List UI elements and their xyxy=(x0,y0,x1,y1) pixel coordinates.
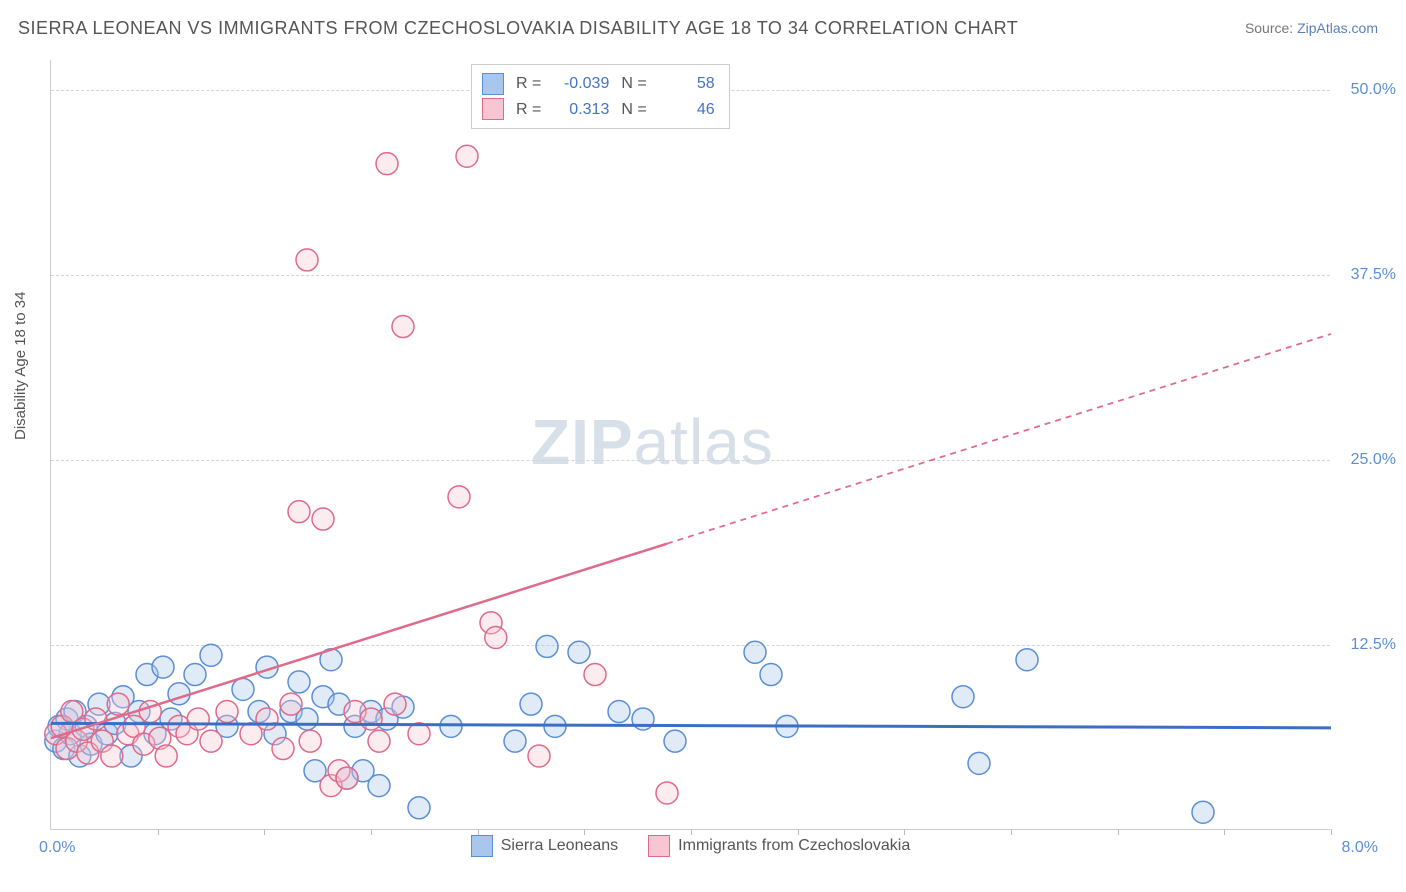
y-tick-label: 37.5% xyxy=(1351,266,1396,284)
swatch-series-1 xyxy=(482,73,504,95)
data-point xyxy=(1192,801,1214,823)
scatter-svg xyxy=(51,60,1330,829)
r-prefix-1: R = xyxy=(516,71,541,97)
legend-swatch-2 xyxy=(648,835,670,857)
data-point xyxy=(608,701,630,723)
data-point xyxy=(568,641,590,663)
data-point xyxy=(485,627,507,649)
data-point xyxy=(368,730,390,752)
data-point xyxy=(376,153,398,175)
x-max-label: 8.0% xyxy=(1342,839,1378,857)
data-point xyxy=(520,693,542,715)
data-point xyxy=(288,671,310,693)
chart-title: SIERRA LEONEAN VS IMMIGRANTS FROM CZECHO… xyxy=(18,18,1018,39)
source-label: Source: xyxy=(1245,20,1297,36)
data-point xyxy=(280,693,302,715)
bottom-legend: Sierra Leoneans Immigrants from Czechosl… xyxy=(51,835,1330,857)
data-point xyxy=(272,738,294,760)
data-point xyxy=(448,486,470,508)
plot-area: ZIPatlas 12.5%25.0%37.5%50.0% 0.0% 8.0% … xyxy=(50,60,1330,830)
trend-lines xyxy=(51,334,1331,738)
data-point xyxy=(536,635,558,657)
data-point xyxy=(312,508,334,530)
swatch-series-2 xyxy=(482,98,504,120)
data-point xyxy=(200,644,222,666)
data-point xyxy=(107,693,129,715)
data-point xyxy=(216,701,238,723)
data-point xyxy=(528,745,550,767)
data-point xyxy=(968,752,990,774)
data-point xyxy=(184,664,206,686)
data-point xyxy=(200,730,222,752)
legend-label-1: Sierra Leoneans xyxy=(501,837,618,855)
n-prefix-2: N = xyxy=(621,97,646,123)
data-point xyxy=(584,664,606,686)
data-point xyxy=(744,641,766,663)
y-tick-label: 50.0% xyxy=(1351,81,1396,99)
n-value-2: 46 xyxy=(659,97,715,123)
x-tick xyxy=(1331,829,1332,835)
data-point xyxy=(408,797,430,819)
data-point xyxy=(504,730,526,752)
data-point xyxy=(456,145,478,167)
legend-swatch-1 xyxy=(471,835,493,857)
data-point xyxy=(155,745,177,767)
y-axis-label: Disability Age 18 to 34 xyxy=(12,292,29,440)
chart-container: SIERRA LEONEAN VS IMMIGRANTS FROM CZECHO… xyxy=(0,0,1406,892)
y-tick-label: 12.5% xyxy=(1351,636,1396,654)
data-point xyxy=(101,745,123,767)
data-point xyxy=(232,678,254,700)
data-point xyxy=(384,693,406,715)
data-point xyxy=(368,775,390,797)
r-value-1: -0.039 xyxy=(553,71,609,97)
data-point xyxy=(952,686,974,708)
data-point xyxy=(152,656,174,678)
y-tick-label: 25.0% xyxy=(1351,451,1396,469)
source-attribution: Source: ZipAtlas.com xyxy=(1245,20,1378,36)
r-prefix-2: R = xyxy=(516,97,541,123)
trend-line-dashed xyxy=(667,334,1331,544)
data-point xyxy=(288,501,310,523)
series-group xyxy=(45,145,1214,823)
legend-item-2: Immigrants from Czechoslovakia xyxy=(648,835,910,857)
stats-row-2: R = 0.313 N = 46 xyxy=(482,97,715,123)
stats-row-1: R = -0.039 N = 58 xyxy=(482,71,715,97)
data-point xyxy=(664,730,686,752)
legend-label-2: Immigrants from Czechoslovakia xyxy=(678,837,910,855)
r-value-2: 0.313 xyxy=(553,97,609,123)
legend-item-1: Sierra Leoneans xyxy=(471,835,618,857)
source-link[interactable]: ZipAtlas.com xyxy=(1297,20,1378,36)
data-point xyxy=(440,715,462,737)
data-point xyxy=(656,782,678,804)
n-value-1: 58 xyxy=(659,71,715,97)
data-point xyxy=(760,664,782,686)
data-point xyxy=(336,767,358,789)
data-point xyxy=(256,708,278,730)
data-point xyxy=(187,708,209,730)
data-point xyxy=(360,708,382,730)
data-point xyxy=(1016,649,1038,671)
n-prefix-1: N = xyxy=(621,71,646,97)
stats-legend: R = -0.039 N = 58 R = 0.313 N = 46 xyxy=(471,64,730,129)
data-point xyxy=(392,316,414,338)
data-point xyxy=(299,730,321,752)
data-point xyxy=(296,249,318,271)
